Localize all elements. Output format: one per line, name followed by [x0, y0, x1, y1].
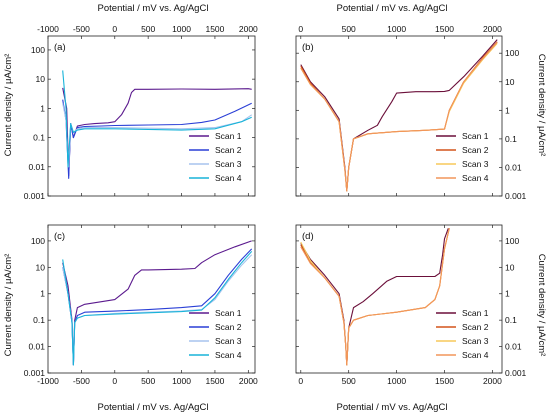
- x-tick-label: 2000: [239, 376, 258, 386]
- series-line: [300, 228, 450, 366]
- x-tick-label: 2000: [483, 24, 502, 34]
- y-tick-label: 10: [36, 74, 46, 84]
- x-tick-label: 1000: [387, 24, 406, 34]
- panel-label: (a): [54, 42, 66, 53]
- y-tick-label: 100: [31, 45, 45, 55]
- x-tick-label: 500: [141, 376, 155, 386]
- series-line: [62, 103, 253, 168]
- legend-label: Scan 3: [462, 336, 489, 346]
- y-tick-label: 1: [40, 289, 45, 299]
- bottom-axis-title-right: Potential / mV vs. Ag/AgCl: [337, 402, 448, 413]
- x-tick-label: 2000: [239, 24, 258, 34]
- legend-label: Scan 4: [462, 350, 489, 360]
- y-tick-label: 0.01: [28, 162, 45, 172]
- y-tick-label: 0.001: [24, 368, 46, 378]
- x-tick-label: 2000: [483, 376, 502, 386]
- x-tick-label: 1000: [172, 24, 191, 34]
- panel-label: (d): [302, 231, 314, 242]
- panel-label: (c): [54, 231, 65, 242]
- x-tick-label: 500: [342, 376, 356, 386]
- series-line: [62, 248, 253, 366]
- y-tick-label: 0.01: [28, 342, 45, 352]
- series-line: [62, 240, 252, 366]
- legend-label: Scan 3: [215, 336, 242, 346]
- y-tick-label: 1: [40, 103, 45, 113]
- x-tick-label: 1000: [387, 376, 406, 386]
- legend-label: Scan 3: [215, 159, 242, 169]
- plot-frame: [295, 224, 503, 374]
- y-tick-label: 0.001: [505, 191, 527, 201]
- plot-frame: [47, 224, 256, 374]
- series-line: [300, 228, 450, 366]
- y-tick-label: 0.001: [24, 191, 46, 201]
- right-axis-title-bottom: Current density / μA/cm²: [536, 254, 547, 357]
- series-line: [300, 228, 450, 366]
- y-tick-label: 0.001: [505, 368, 527, 378]
- y-tick-label: 10: [36, 262, 46, 272]
- series-group: [62, 240, 253, 366]
- legend-label: Scan 1: [215, 308, 242, 318]
- right-axis-title-top: Current density / μA/cm²: [536, 54, 547, 157]
- legend-label: Scan 1: [215, 131, 242, 141]
- bottom-axis-title-left: Potential / mV vs. Ag/AgCl: [98, 402, 209, 413]
- x-tick-label: -500: [73, 24, 90, 34]
- plot-frame: [47, 35, 256, 197]
- y-tick-label: 0.1: [33, 133, 45, 143]
- y-tick-label: 0.1: [505, 315, 517, 325]
- series-group: [300, 39, 498, 192]
- y-tick-label: 0.1: [505, 134, 517, 144]
- x-tick-label: 0: [298, 24, 303, 34]
- legend-label: Scan 2: [462, 145, 489, 155]
- top-axis-title-right: Potential / mV vs. Ag/AgCl: [337, 3, 448, 14]
- y-tick-label: 1: [505, 105, 510, 115]
- x-tick-label: 0: [112, 24, 117, 34]
- y-tick-label: 0.01: [505, 162, 522, 172]
- top-axis-title-left: Potential / mV vs. Ag/AgCl: [98, 3, 209, 14]
- x-tick-label: 1500: [205, 24, 224, 34]
- x-tick-label: 0: [298, 376, 303, 386]
- legend-label: Scan 1: [462, 308, 489, 318]
- panel-3: -1000 -500 0 500 1000 1500 2000 0.001 0.01 0.1 1 10…: [24, 224, 258, 386]
- y-tick-label: 10: [505, 77, 515, 87]
- x-tick-label: 1500: [205, 376, 224, 386]
- x-tick-label: 500: [141, 24, 155, 34]
- x-tick-label: 500: [342, 24, 356, 34]
- y-tick-label: 100: [505, 48, 519, 58]
- x-tick-label: 1000: [172, 376, 191, 386]
- series-line: [300, 228, 449, 366]
- panel-1: -1000 -500 0 500 1000 1500 2000 0.001 0.01 0.1 1 10…: [24, 24, 258, 201]
- y-tick-label: 1: [505, 289, 510, 299]
- legend-label: Scan 4: [462, 173, 489, 183]
- left-axis-title-top: Current density / μA/cm²: [3, 54, 14, 157]
- y-tick-label: 0.1: [33, 315, 45, 325]
- left-axis-title-bottom: Current density / μA/cm²: [3, 254, 14, 357]
- series-line: [300, 41, 498, 192]
- x-tick-label: -500: [73, 376, 90, 386]
- legend-label: Scan 2: [215, 145, 242, 155]
- series-line: [62, 70, 252, 168]
- x-tick-label: -1000: [37, 376, 59, 386]
- x-tick-label: 0: [112, 376, 117, 386]
- legend-label: Scan 2: [215, 322, 242, 332]
- y-tick-label: 100: [505, 236, 519, 246]
- legend-label: Scan 4: [215, 350, 242, 360]
- legend-label: Scan 3: [462, 159, 489, 169]
- y-tick-label: 100: [31, 236, 45, 246]
- panel-2: 0 500 1000 1500 2000 0.001 0.01 0.1 1 10 100 (b) Sca…: [295, 24, 527, 201]
- panel-label: (b): [302, 42, 314, 53]
- y-tick-label: 0.01: [505, 342, 522, 352]
- legend-label: Scan 1: [462, 131, 489, 141]
- y-tick-label: 10: [505, 262, 515, 272]
- legend-label: Scan 4: [215, 173, 242, 183]
- x-tick-label: -1000: [37, 24, 59, 34]
- x-tick-label: 1500: [435, 24, 454, 34]
- series-line: [62, 251, 253, 366]
- legend-label: Scan 2: [462, 322, 489, 332]
- series-group: [300, 228, 450, 366]
- x-tick-label: 1500: [435, 376, 454, 386]
- plot-frame: [295, 35, 503, 197]
- series-group: [62, 70, 253, 179]
